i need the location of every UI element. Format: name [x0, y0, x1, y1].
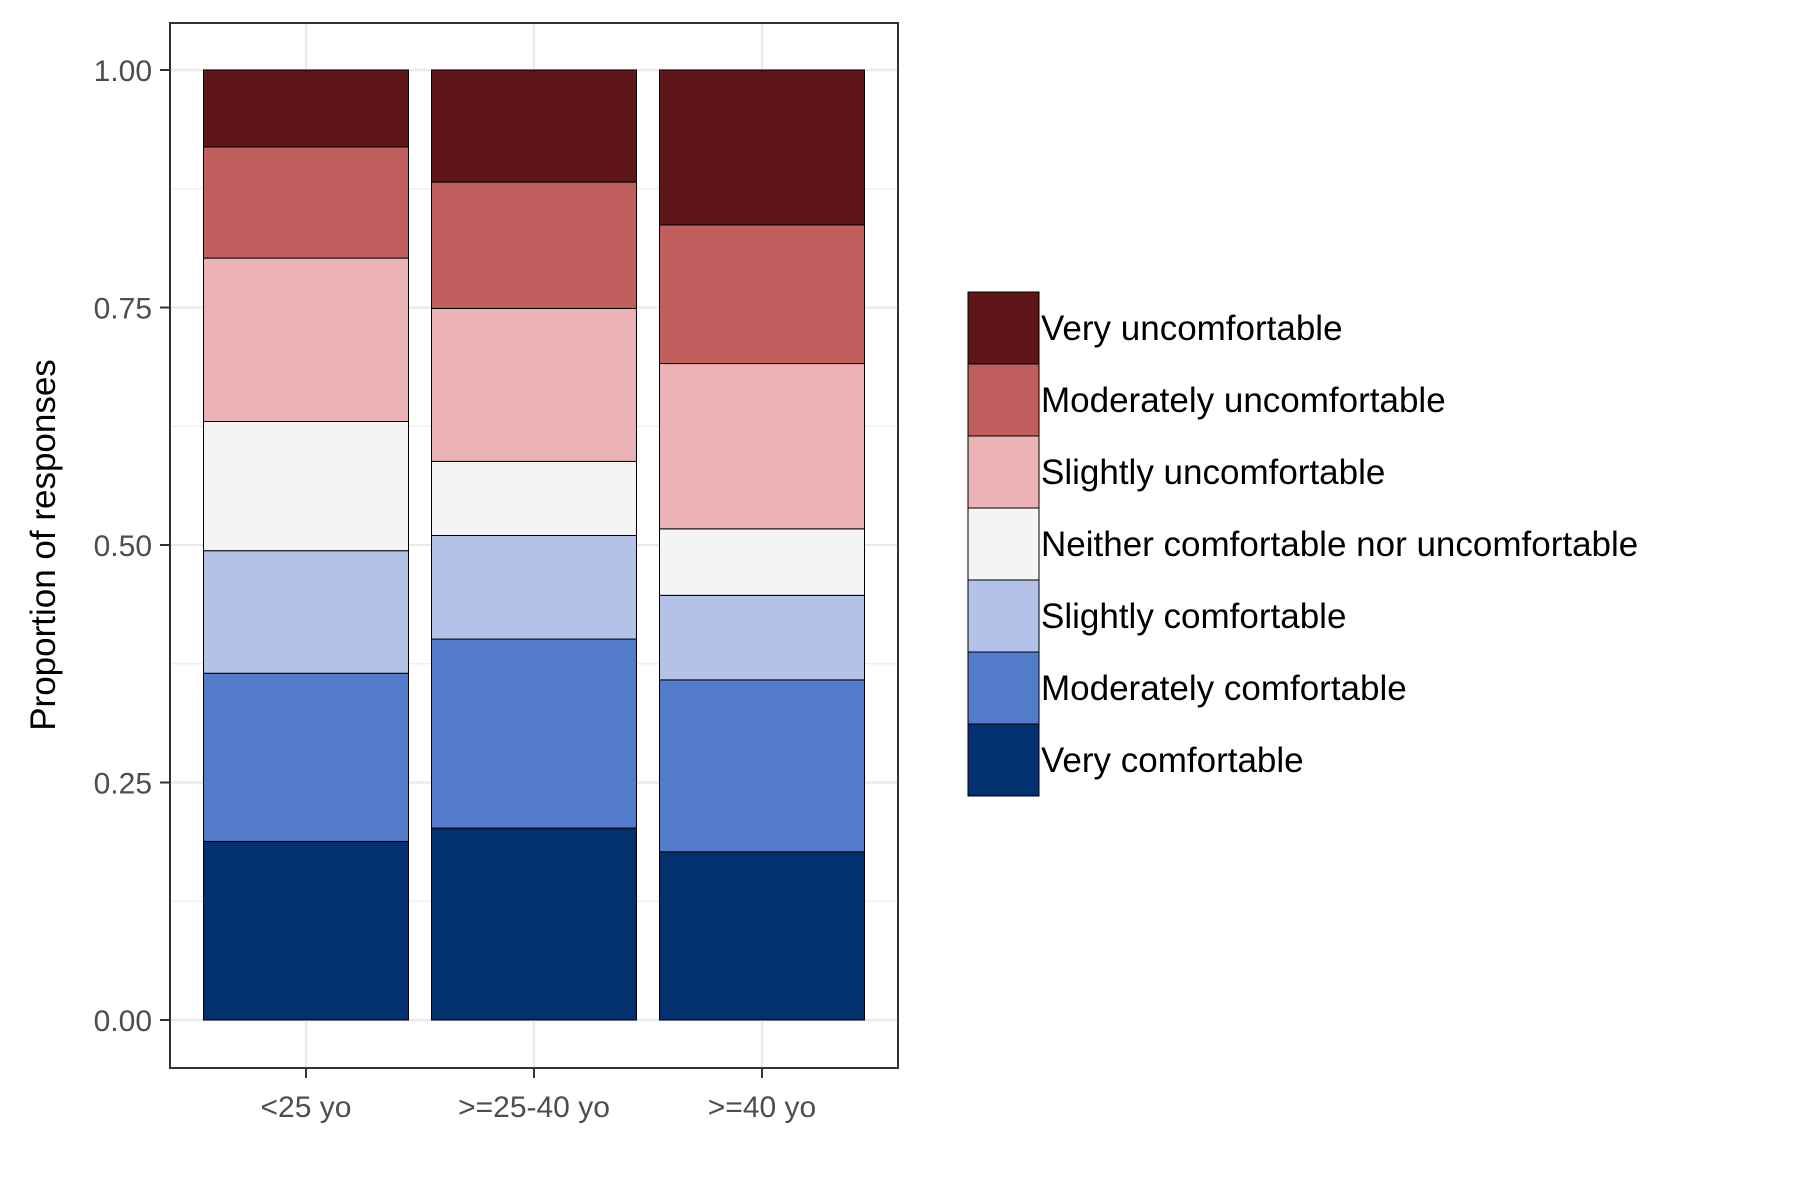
- bar-segment-very-uncomfortable: [659, 69, 865, 226]
- legend-label-moderately-uncomfortable: Moderately uncomfortable: [1041, 381, 1446, 420]
- legend-label-moderately-comfortable: Moderately comfortable: [1041, 669, 1407, 708]
- y-axis-title: Proportion of responses: [24, 359, 63, 731]
- bar-segment-moderately-uncomfortable: [203, 146, 409, 259]
- legend-label-very-uncomfortable: Very uncomfortable: [1041, 309, 1343, 348]
- x-tick-label: <25 yo: [261, 1091, 352, 1124]
- legend-key-very-uncomfortable: [967, 291, 1040, 365]
- bar-segment-slightly-uncomfortable: [431, 307, 637, 462]
- legend-key-very-comfortable: [967, 723, 1040, 797]
- bar-segment-very-comfortable: [431, 827, 637, 1021]
- bar-segment-moderately-comfortable: [203, 672, 409, 842]
- bar-segment-very-uncomfortable: [431, 69, 637, 183]
- y-tick-label: 1.00: [94, 55, 152, 88]
- bar-segment-neither-comfortable-nor-uncomfortable: [203, 421, 409, 552]
- legend: Very uncomfortable Moderately uncomfortab…: [967, 291, 1638, 797]
- legend-label-very-comfortable: Very comfortable: [1041, 741, 1304, 780]
- bar-segment-moderately-comfortable: [659, 679, 865, 853]
- bar-segment-moderately-uncomfortable: [431, 181, 637, 309]
- bar-segment-very-comfortable: [203, 840, 409, 1021]
- legend-label-slightly-uncomfortable: Slightly uncomfortable: [1041, 453, 1385, 492]
- y-tick-label: 0.25: [94, 768, 152, 801]
- legend-key-moderately-uncomfortable: [967, 363, 1040, 437]
- legend-key-slightly-comfortable: [967, 579, 1040, 653]
- x-tick-label: >=40 yo: [708, 1091, 816, 1124]
- bar-segment-slightly-uncomfortable: [203, 257, 409, 422]
- y-tick-label: 0.50: [94, 530, 152, 563]
- legend-label-slightly-comfortable: Slightly comfortable: [1041, 597, 1346, 636]
- legend-key-moderately-comfortable: [967, 651, 1040, 725]
- bar-segment-very-comfortable: [659, 851, 865, 1021]
- y-tick-label: 0.00: [94, 1005, 152, 1038]
- bar-segment-slightly-uncomfortable: [659, 363, 865, 530]
- legend-key-slightly-uncomfortable: [967, 435, 1040, 509]
- bar-segment-moderately-comfortable: [431, 638, 637, 829]
- y-axis: 0.00 0.25 0.50 0.75 1.00: [94, 55, 170, 1038]
- x-tick-label: >=25-40 yo: [458, 1091, 610, 1124]
- bar-segment-neither-comfortable-nor-uncomfortable: [659, 528, 865, 596]
- bar-segment-slightly-comfortable: [659, 594, 865, 681]
- bar-segment-moderately-uncomfortable: [659, 224, 865, 365]
- x-axis: <25 yo >=25-40 yo >=40 yo: [261, 1068, 816, 1124]
- bar-segment-slightly-comfortable: [431, 535, 637, 640]
- bar-segment-slightly-comfortable: [203, 550, 409, 674]
- bar-segments: [203, 69, 865, 1021]
- y-tick-label: 0.75: [94, 293, 152, 326]
- legend-key-neither-comfortable-nor-uncomfortable: [967, 507, 1040, 581]
- bar-segment-neither-comfortable-nor-uncomfortable: [431, 460, 637, 536]
- legend-label-neither-comfortable-nor-uncomfortable: Neither comfortable nor uncomfortable: [1041, 525, 1638, 564]
- bar-segment-very-uncomfortable: [203, 69, 409, 148]
